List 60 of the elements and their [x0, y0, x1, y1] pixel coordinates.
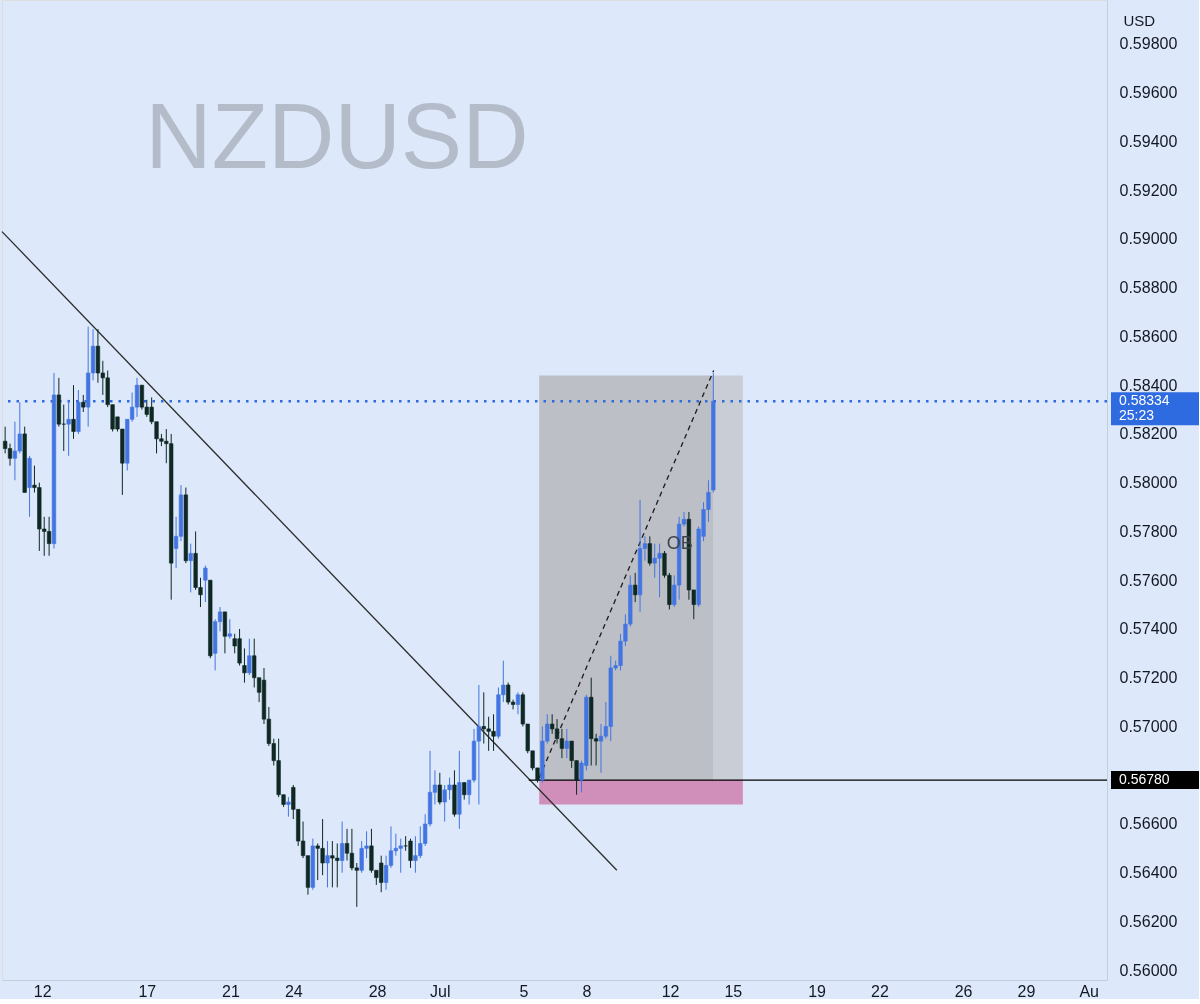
x-tick-label: Jul: [430, 982, 451, 1000]
text: 25:23: [1119, 407, 1155, 424]
x-tick-label: 29: [1017, 982, 1036, 1000]
y-tick-label: 0.58800: [1119, 279, 1178, 297]
y-axis-title: USD: [1123, 11, 1156, 29]
y-tick-label: 0.58600: [1119, 327, 1178, 345]
candlestick: [7, 443, 13, 467]
y-tick-label: 0.59400: [1119, 132, 1178, 150]
candlestick: [437, 772, 442, 805]
candlestick: [247, 638, 252, 676]
y-tick-label: 0.58200: [1119, 425, 1178, 443]
y-tick-label: 0.56400: [1119, 864, 1178, 882]
y-tick-label: 0.58000: [1119, 474, 1178, 492]
candlestick: [325, 840, 330, 888]
y-tick-label: 0.59800: [1119, 35, 1178, 53]
y-tick-label: 0.58400: [1119, 376, 1178, 394]
candlestick: [66, 399, 71, 457]
candlestick: [647, 535, 652, 567]
candlestick: [633, 572, 638, 603]
y-tick-label: 0.56600: [1119, 815, 1178, 833]
y-tick-label: 0.56200: [1119, 912, 1178, 930]
x-tick-label: Au: [1079, 982, 1099, 1000]
candlestick: [286, 796, 291, 818]
candlestick: [564, 728, 569, 759]
candlestick: [188, 543, 193, 593]
candlestick: [12, 421, 18, 481]
y-tick-label: 0.59200: [1119, 181, 1178, 199]
candlestick: [242, 647, 247, 684]
x-tick-label: 26: [954, 982, 973, 1000]
x-tick-label: 17: [138, 982, 157, 1000]
candlestick: [476, 684, 481, 805]
candlestick: [134, 377, 140, 418]
y-tick-label: 0.57400: [1119, 620, 1178, 638]
x-tick-label: 5: [519, 982, 529, 1000]
y-tick-label: 0.59000: [1119, 230, 1178, 248]
y-tick-label: 0.56000: [1119, 961, 1178, 979]
y-tick-label: 0.57000: [1119, 717, 1178, 735]
candlestick: [340, 821, 345, 874]
x-tick-label: 19: [808, 982, 827, 1000]
y-tick-label: 0.59600: [1119, 84, 1178, 102]
x-tick-label: 21: [222, 982, 240, 1000]
x-tick-label: 15: [724, 982, 743, 1000]
series-label: 0.56780: [1119, 771, 1170, 788]
x-tick-label: 12: [33, 982, 52, 1000]
x-tick-label: 12: [661, 982, 680, 1000]
candlestick: [203, 565, 208, 603]
y-tick-label: 0.57600: [1119, 571, 1178, 589]
candlestick: [71, 384, 76, 440]
x-tick-label: 28: [368, 982, 387, 1000]
y-tick-label: 0.57200: [1119, 669, 1178, 687]
x-tick-label: 22: [870, 982, 889, 1000]
candlestick: [227, 618, 232, 640]
candlestick: [598, 723, 604, 774]
candlestick: [515, 691, 521, 715]
ref-line-label: 0.58334: [1119, 392, 1170, 409]
x-tick-label: 8: [582, 982, 592, 1000]
x-tick-label: 24: [284, 982, 303, 1000]
candlestick: [408, 838, 413, 869]
candlestick: [554, 718, 560, 745]
y-tick-label: 0.57800: [1119, 522, 1178, 540]
